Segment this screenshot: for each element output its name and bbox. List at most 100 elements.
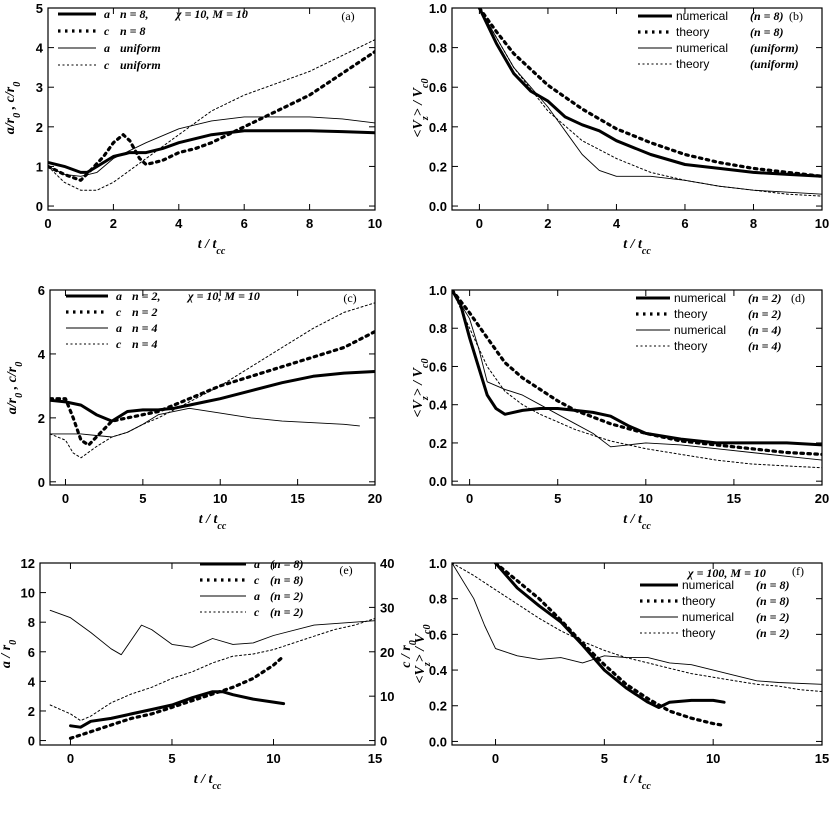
y-axis-label-part: a / r [0, 644, 14, 668]
legend-qual: (uniform) [750, 57, 799, 71]
y-right-tick-label: 40 [380, 556, 394, 571]
plot-frame [49, 289, 376, 486]
x-tick-label: 0 [44, 216, 51, 231]
y-tick-label: 1.0 [429, 556, 447, 571]
legend-name: a [254, 557, 260, 571]
x-axis-label: t / tcc [623, 237, 651, 257]
legend-qual: (uniform) [750, 41, 799, 55]
y-axis-label-part: > / V [411, 86, 426, 116]
x-axis-label-part: cc [216, 246, 225, 257]
legend-name: c [104, 58, 110, 72]
x-tick-label: 20 [815, 491, 829, 506]
panel-label: (d) [791, 291, 805, 305]
legend-name: c [116, 337, 122, 351]
legend-name: a [116, 321, 122, 335]
legend-header: χ = 10, M = 10 [174, 7, 248, 21]
x-axis-label: t / tcc [198, 237, 226, 257]
legend-qual: (n = 8) [756, 578, 790, 592]
legend-name: a [104, 7, 110, 21]
x-axis-label: t / tcc [623, 512, 651, 532]
y-tick-label: 0.8 [429, 592, 447, 607]
x-tick-label: 6 [241, 216, 248, 231]
series-e-1 [68, 654, 286, 740]
x-tick-label: 20 [368, 491, 382, 506]
y-axis-label-part: c0 [420, 79, 431, 88]
legend-qual: (n = 2) [756, 610, 790, 624]
y-axis-label-part: z [420, 396, 431, 401]
series-a-3 [48, 39, 375, 191]
series-e-3 [49, 618, 375, 722]
y-tick-label: 10 [21, 586, 35, 601]
x-axis-label: t / tcc [199, 512, 227, 532]
y-axis-label: a/r0 , c/r0 [3, 82, 23, 134]
x-axis-label-part: cc [642, 521, 651, 532]
x-tick-label: 15 [290, 491, 304, 506]
series-f-1 [493, 563, 726, 727]
y-axis-label-part: a/r [3, 117, 18, 134]
series-d-1 [452, 290, 822, 456]
panel-b: 0 2 4 6 8 10 0.0 0.2 0.4 0.6 0.8 1.0 numerical (n = 8… [411, 1, 829, 257]
legend-name: numerical [676, 41, 728, 55]
legend-name: theory [682, 594, 715, 608]
y-tick-label: 12 [21, 556, 35, 571]
y-tick-label: 0.4 [429, 120, 448, 135]
y-axis-label-part: <V [411, 398, 426, 417]
y-tick-label: 6 [38, 283, 45, 298]
y-tick-label: 0.4 [429, 398, 448, 413]
legend-name: numerical [682, 578, 734, 592]
series-b-1 [477, 8, 822, 178]
y-tick-label: 0.2 [429, 699, 447, 714]
x-tick-label: 0 [62, 491, 69, 506]
series-d-2 [452, 290, 822, 461]
y-tick-label: 0.0 [429, 474, 447, 489]
y-tick-label: 1.0 [429, 283, 447, 298]
x-tick-label: 10 [639, 491, 653, 506]
legend-header: χ = 100, M = 10 [686, 566, 766, 580]
legend-name: numerical [674, 323, 726, 337]
x-tick-label: 5 [601, 751, 608, 766]
series-a-1 [48, 50, 375, 182]
legend-name: numerical [682, 610, 734, 624]
series-c-0 [50, 370, 375, 423]
x-tick-label: 5 [168, 751, 175, 766]
legend-qual: (n = 8) [270, 557, 304, 571]
y-tick-label: 2 [36, 120, 43, 135]
y-tick-label: 0.2 [429, 159, 447, 174]
legend-qual: n = 4 [132, 321, 158, 335]
y-tick-label: 0 [36, 199, 43, 214]
y-tick-label: 0 [28, 734, 35, 749]
y-right-axis-label-part: c / r [399, 645, 414, 668]
legend-name: numerical [674, 291, 726, 305]
legend: a (n = 8) c (n = 8) a (n = 2) c (n = 2) [200, 557, 304, 619]
x-tick-label: 0 [466, 491, 473, 506]
legend-name: c [254, 605, 260, 619]
y-axis-label-part: > / V [411, 366, 426, 396]
x-axis-label-part: cc [642, 781, 651, 792]
series-d-0 [452, 290, 822, 447]
legend-qual: (n = 8) [756, 594, 790, 608]
x-tick-label: 8 [306, 216, 313, 231]
panel-label: (c) [343, 291, 356, 305]
y-axis-label-part: z [422, 662, 433, 667]
legend-name: a [254, 589, 260, 603]
y-tick-label: 0.6 [429, 359, 447, 374]
legend-qual: (n = 2) [756, 626, 790, 640]
legend-qual: (n = 8) [270, 573, 304, 587]
legend-qual: uniform [120, 58, 161, 72]
y-tick-label: 4 [28, 674, 36, 689]
y-axis-label: <Vz> / Vc0 [413, 625, 433, 684]
legend-name: c [116, 305, 122, 319]
legend-name: c [254, 573, 260, 587]
x-tick-label: 2 [544, 216, 551, 231]
series-d-3 [452, 290, 822, 469]
y-right-tick-label: 30 [380, 600, 394, 615]
legend-name: numerical [676, 9, 728, 23]
y-tick-label: 1.0 [429, 1, 447, 16]
legend-qual: (n = 2) [270, 589, 304, 603]
y-axis-label-part: c0 [420, 359, 431, 368]
series-b-0 [477, 8, 822, 178]
y-right-tick-label: 20 [380, 645, 394, 660]
y-tick-label: 3 [36, 80, 43, 95]
